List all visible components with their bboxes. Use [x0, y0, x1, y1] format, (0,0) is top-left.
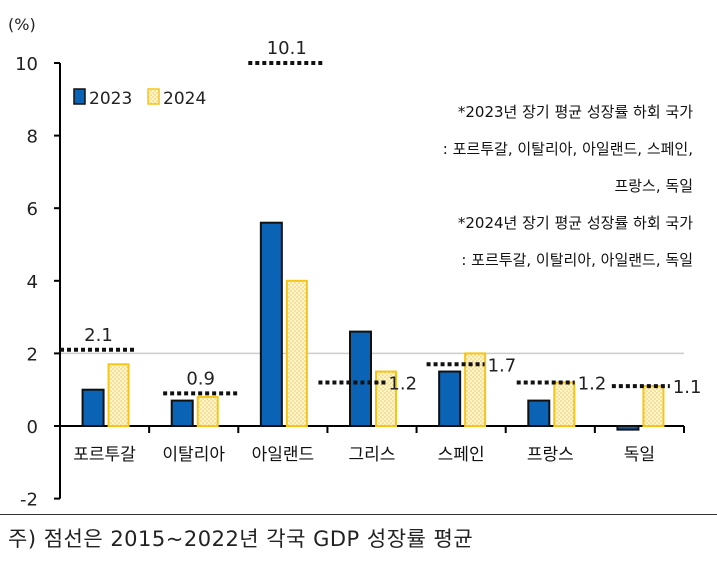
bar-2024-6 [642, 385, 665, 428]
y-axis-label: (%) [8, 15, 36, 34]
annotation-line-4: *2024년 장기 평균 성장률 하회 국가 [457, 214, 693, 232]
x-tick-label: 아일랜드 [252, 445, 315, 465]
bar-2023-6 [616, 425, 640, 431]
reference-label-3: 1.2 [388, 373, 417, 394]
y-tick-label: 10 [15, 54, 38, 75]
bar-2024-5 [553, 381, 576, 428]
x-tick-label: 포르투갈 [73, 445, 136, 465]
x-tick-label: 그리스 [349, 445, 396, 465]
annotation-line-3: 프랑스, 독일 [614, 177, 693, 195]
bar-2023-2 [259, 221, 283, 427]
annotation-line-2: : 포르투갈, 이탈리아, 아일랜드, 스페인, [442, 140, 693, 158]
annotation-line-5: : 포르투갈, 이탈리아, 아일랜드, 독일 [461, 251, 693, 269]
y-tick-label: -2 [20, 490, 38, 511]
bar-2023-0 [81, 388, 105, 428]
x-tick-label: 이탈리아 [162, 445, 225, 465]
bar-2023-1 [170, 399, 194, 427]
legend-label-2024: 2024 [163, 89, 206, 109]
reference-label-5: 1.2 [578, 373, 607, 394]
annotation-line-1: *2023년 장기 평균 성장률 하회 국가 [457, 103, 693, 121]
y-tick-label: 0 [27, 417, 38, 438]
reference-label-1: 0.9 [186, 368, 215, 389]
bar-chart: (%) -2 0 2 4 6 8 10 포르투갈 2.1 이탈리아 0.9 아일랜드 10.1 그리스 1.2… [8, 15, 702, 511]
footnote: 주) 점선은 2015~2022년 각국 GDP 성장률 평균 [0, 514, 717, 553]
reference-label-2: 10.1 [267, 38, 307, 59]
y-tick-label: 8 [27, 127, 38, 148]
reference-label-4: 1.7 [488, 355, 517, 376]
x-tick-label: 독일 [624, 445, 655, 465]
reference-label-6: 1.1 [673, 377, 702, 398]
x-tick-label: 프랑스 [527, 445, 574, 465]
legend-swatch-2024 [147, 88, 160, 105]
legend-swatch-2023 [73, 88, 86, 105]
y-tick-label: 4 [27, 272, 38, 293]
bar-2023-4 [438, 370, 462, 427]
x-tick-label: 스페인 [438, 445, 485, 465]
y-tick-label: 6 [27, 199, 38, 220]
y-tick-label: 2 [27, 344, 38, 365]
reference-label-0: 2.1 [84, 325, 113, 346]
bar-2023-5 [527, 399, 551, 427]
bar-2023-3 [349, 330, 372, 427]
bar-2024-4 [464, 352, 487, 427]
legend-label-2023: 2023 [89, 89, 132, 109]
bar-2024-1 [196, 395, 219, 427]
bar-2024-0 [107, 363, 130, 428]
bar-2024-2 [285, 279, 308, 427]
bar-2024-3 [375, 370, 397, 427]
